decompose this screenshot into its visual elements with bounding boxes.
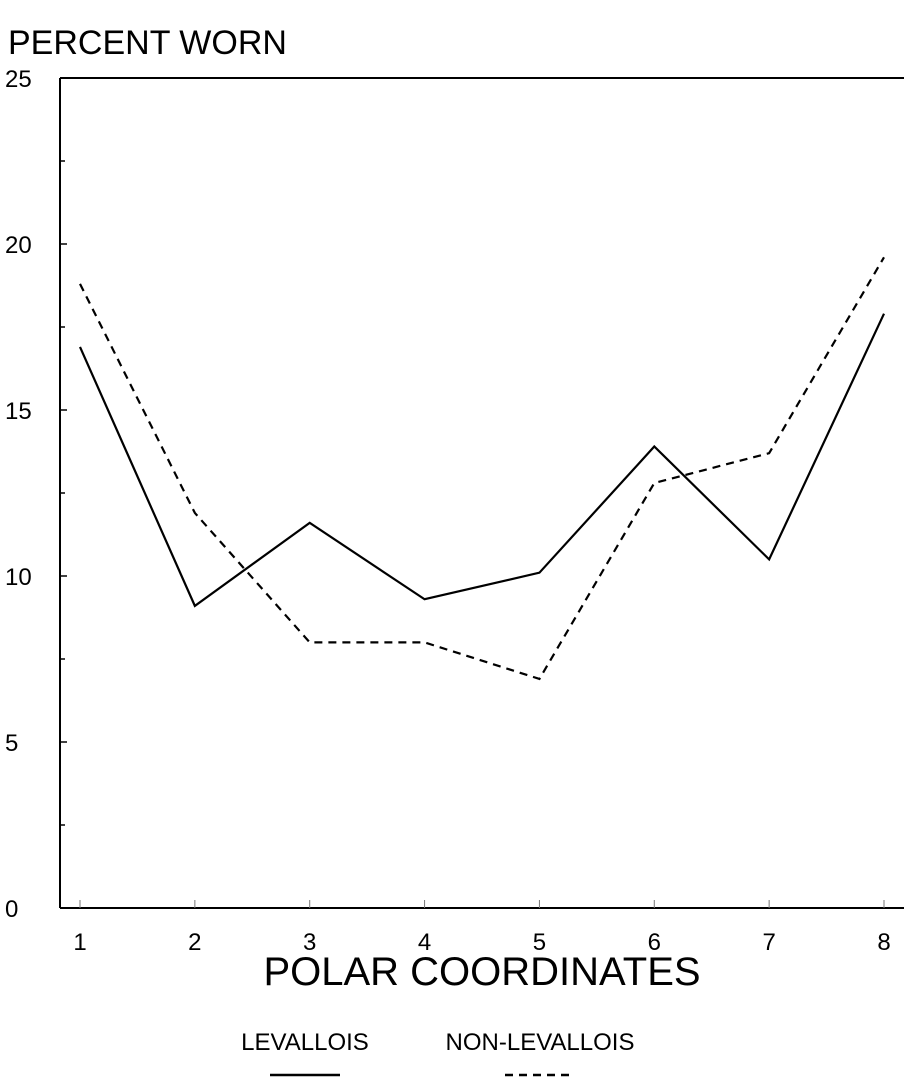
y-ticks: 0 5 10 15 20 25 xyxy=(5,66,67,923)
legend-label-2: NON-LEVALLOIS xyxy=(446,1029,635,1056)
y-tick-label: 5 xyxy=(5,730,18,757)
y-tick-label: 25 xyxy=(5,66,32,93)
y-tick-label: 0 xyxy=(5,896,18,923)
x-tick-label: 5 xyxy=(533,929,546,956)
x-tick-label: 7 xyxy=(762,929,775,956)
y-tick-label: 10 xyxy=(5,564,32,591)
legend: LEVALLOIS NON-LEVALLOIS xyxy=(241,1029,635,1077)
x-tick-label: 4 xyxy=(418,929,431,956)
series-line-2 xyxy=(79,256,885,681)
x-tick-label: 2 xyxy=(188,929,201,956)
x-axis-title: POLAR COORDINATES xyxy=(263,950,700,994)
series-lines xyxy=(78,256,885,681)
x-tick-label: 1 xyxy=(73,929,86,956)
x-tick-label: 3 xyxy=(303,929,316,956)
y-tick-label: 20 xyxy=(5,232,32,259)
x-tick-label: 6 xyxy=(648,929,661,956)
legend-label-1: LEVALLOIS xyxy=(241,1029,369,1056)
x-ticks: 1 2 3 4 5 6 7 8 xyxy=(73,900,891,956)
y-tick-label: 15 xyxy=(5,398,32,425)
series-line-1 xyxy=(78,313,885,608)
axes xyxy=(59,77,904,909)
y-axis-title: PERCENT WORN xyxy=(8,24,287,62)
x-tick-label: 8 xyxy=(877,929,890,956)
